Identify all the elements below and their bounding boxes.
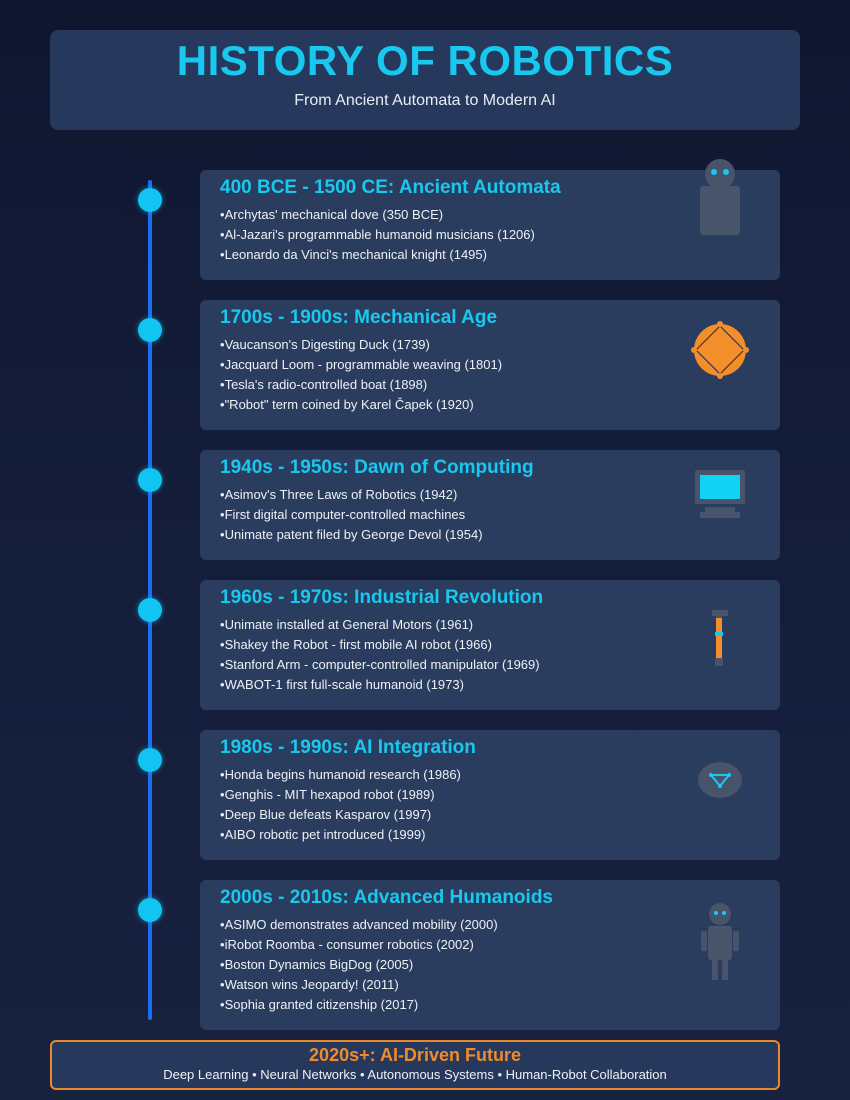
era-title: 1960s - 1970s: Industrial Revolution	[220, 587, 544, 608]
future-title: 2020s+: AI-Driven Future	[309, 1045, 521, 1065]
list-item: ASIMO demonstrates advanced mobility (20…	[220, 915, 760, 935]
era-title: 1700s - 1900s: Mechanical Age	[220, 307, 498, 328]
list-item: Deep Blue defeats Kasparov (1997)	[220, 805, 760, 825]
era-card-ancient-automata: 400 BCE - 1500 CE: Ancient Automata Arch…	[200, 170, 780, 280]
era-card-ai-integration: 1980s - 1990s: AI Integration Honda begi…	[200, 730, 780, 860]
era-title: 2000s - 2010s: Advanced Humanoids	[220, 887, 553, 908]
list-item: Tesla's radio-controlled boat (1898)	[220, 375, 760, 395]
list-item: Jacquard Loom - programmable weaving (18…	[220, 355, 760, 375]
timeline-dot-mechanical	[138, 318, 162, 342]
era-title: 1940s - 1950s: Dawn of Computing	[220, 457, 534, 478]
list-item: Archytas' mechanical dove (350 BCE)	[220, 205, 760, 225]
era-item-list: Honda begins humanoid research (1986) Ge…	[220, 765, 760, 845]
list-item: Asimov's Three Laws of Robotics (1942)	[220, 485, 760, 505]
list-item: Unimate patent filed by George Devol (19…	[220, 525, 760, 545]
list-item: Genghis - MIT hexapod robot (1989)	[220, 785, 760, 805]
list-item: Stanford Arm - computer-controlled manip…	[220, 655, 760, 675]
future-banner: 2020s+: AI-Driven Future Deep Learning •…	[50, 1040, 780, 1090]
timeline-dot-computing	[138, 468, 162, 492]
timeline-dot-industrial	[138, 598, 162, 622]
humanoid-robot-icon	[701, 903, 739, 980]
list-item: Leonardo da Vinci's mechanical knight (1…	[220, 245, 760, 265]
era-item-list: Unimate installed at General Motors (196…	[220, 615, 760, 695]
neural-network-icon	[698, 762, 742, 798]
list-item: Shakey the Robot - first mobile AI robot…	[220, 635, 760, 655]
timeline-dot-ancient	[138, 188, 162, 212]
robot-arm-icon	[712, 610, 728, 666]
list-item: Sophia granted citizenship (2017)	[220, 995, 760, 1015]
list-item: WABOT-1 first full-scale humanoid (1973)	[220, 675, 760, 695]
page-subtitle: From Ancient Automata to Modern AI	[294, 92, 556, 109]
timeline-dot-humanoids	[138, 898, 162, 922]
timeline-dot-ai	[138, 748, 162, 772]
list-item: "Robot" term coined by Karel Čapek (1920…	[220, 395, 760, 415]
era-title: 400 BCE - 1500 CE: Ancient Automata	[220, 177, 561, 198]
era-item-list: Archytas' mechanical dove (350 BCE) Al-J…	[220, 205, 760, 265]
list-item: Vaucanson's Digesting Duck (1739)	[220, 335, 760, 355]
list-item: Al-Jazari's programmable humanoid musici…	[220, 225, 760, 245]
era-card-advanced-humanoids: 2000s - 2010s: Advanced Humanoids ASIMO …	[200, 880, 780, 1030]
header-banner: HISTORY OF ROBOTICS From Ancient Automat…	[50, 30, 800, 130]
era-card-dawn-of-computing: 1940s - 1950s: Dawn of Computing Asimov'…	[200, 450, 780, 560]
era-item-list: Vaucanson's Digesting Duck (1739) Jacqua…	[220, 335, 760, 415]
robot-head-icon	[700, 159, 740, 235]
era-item-list: Asimov's Three Laws of Robotics (1942) F…	[220, 485, 760, 545]
list-item: Boston Dynamics BigDog (2005)	[220, 955, 760, 975]
future-subtitle: Deep Learning • Neural Networks • Autono…	[163, 1067, 667, 1082]
list-item: Unimate installed at General Motors (196…	[220, 615, 760, 635]
computer-monitor-icon	[695, 470, 745, 518]
list-item: Honda begins humanoid research (1986)	[220, 765, 760, 785]
list-item: Watson wins Jeopardy! (2011)	[220, 975, 760, 995]
page-title: HISTORY OF ROBOTICS	[176, 37, 674, 84]
gear-icon	[691, 321, 749, 379]
list-item: First digital computer-controlled machin…	[220, 505, 760, 525]
era-title: 1980s - 1990s: AI Integration	[220, 737, 476, 758]
era-card-mechanical-age: 1700s - 1900s: Mechanical Age Vaucanson'…	[200, 300, 780, 430]
list-item: AIBO robotic pet introduced (1999)	[220, 825, 760, 845]
era-card-industrial-revolution: 1960s - 1970s: Industrial Revolution Uni…	[200, 580, 780, 710]
list-item: iRobot Roomba - consumer robotics (2002)	[220, 935, 760, 955]
era-item-list: ASIMO demonstrates advanced mobility (20…	[220, 915, 760, 1015]
